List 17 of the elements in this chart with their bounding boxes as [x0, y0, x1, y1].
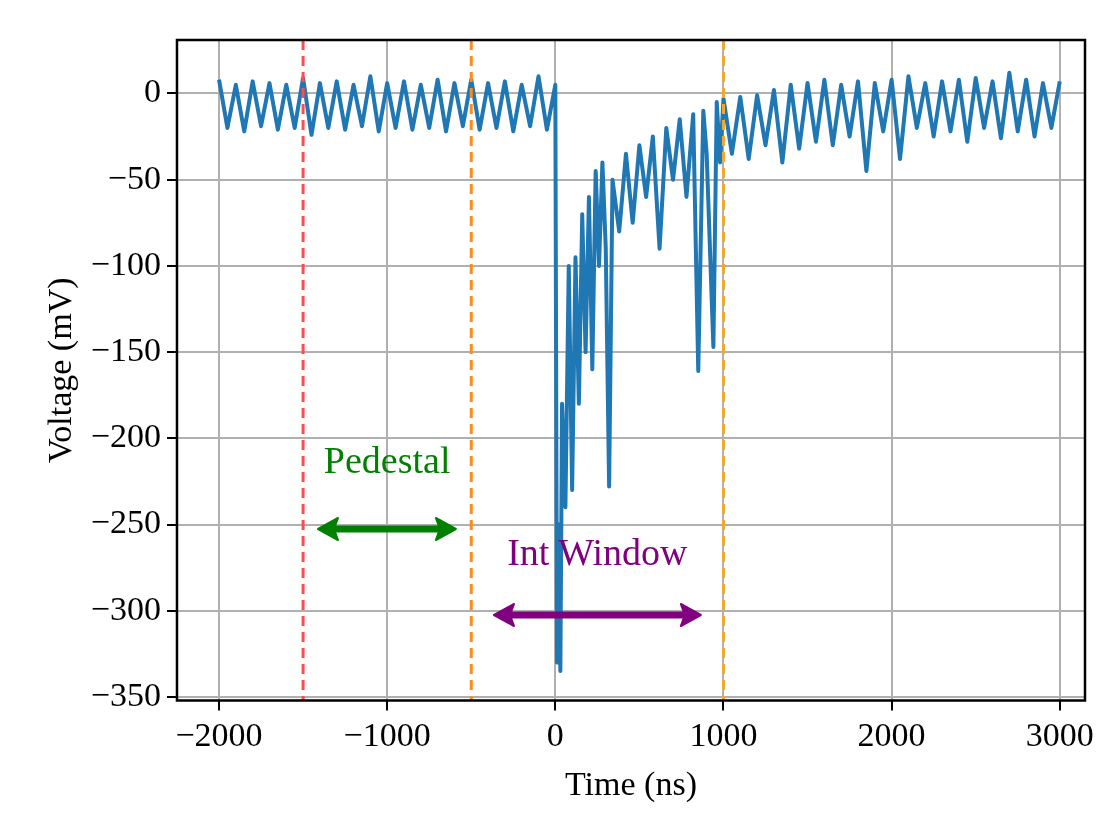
y-tick-label: −100 — [90, 244, 161, 282]
y-tick-label: −350 — [90, 675, 161, 713]
y-tick-label: 0 — [143, 72, 161, 110]
y-tick-label: −250 — [90, 503, 161, 541]
x-tick-label: −2000 — [175, 715, 263, 753]
y-tick-label: −300 — [90, 589, 161, 627]
y-tick-label: −200 — [90, 417, 161, 455]
x-tick-label: 3000 — [1025, 715, 1094, 753]
x-tick-label: 1000 — [689, 715, 758, 753]
annotation: Pedestal — [323, 438, 451, 481]
x-tick-label: 0 — [546, 715, 564, 753]
y-tick-label: −150 — [90, 331, 161, 369]
x-tick-label: −1000 — [343, 715, 431, 753]
y-axis-title: Voltage (mV) — [41, 277, 80, 463]
y-tick-label: −50 — [107, 158, 161, 196]
x-axis-title: Time (ns) — [565, 764, 697, 803]
x-tick-label: 2000 — [857, 715, 926, 753]
